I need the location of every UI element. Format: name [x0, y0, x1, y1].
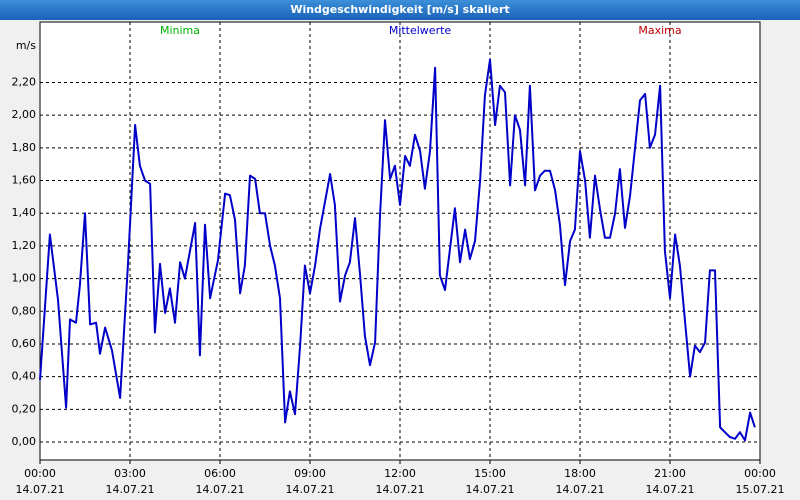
x-tick-label: 14.07.21 [556, 483, 605, 496]
title-bar [0, 0, 800, 20]
x-tick-label: 18:00 [564, 467, 596, 480]
chart-title: Windgeschwindigkeit [m/s] skaliert [290, 3, 509, 16]
x-tick-label: 09:00 [294, 467, 326, 480]
x-tick-label: 15.07.21 [736, 483, 785, 496]
x-tick-label: 14.07.21 [466, 483, 515, 496]
x-tick-label: 00:00 [24, 467, 56, 480]
y-axis-label: m/s [16, 39, 36, 52]
x-tick-label: 15:00 [474, 467, 506, 480]
x-tick-label: 14.07.21 [376, 483, 425, 496]
legend-entry: Mittelwerte [389, 24, 452, 37]
y-tick-label: 1,40 [12, 206, 37, 219]
y-tick-label: 1,00 [12, 272, 37, 285]
y-tick-label: 0,20 [12, 402, 37, 415]
x-tick-label: 14.07.21 [16, 483, 65, 496]
legend-entry: Minima [160, 24, 200, 37]
y-tick-label: 1,80 [12, 141, 37, 154]
y-tick-label: 0,60 [12, 337, 37, 350]
y-tick-label: 0,40 [12, 370, 37, 383]
x-tick-label: 03:00 [114, 467, 146, 480]
legend-entry: Maxima [638, 24, 681, 37]
x-tick-label: 00:00 [744, 467, 776, 480]
y-tick-label: 0,00 [12, 435, 37, 448]
y-tick-label: 0,80 [12, 304, 37, 317]
x-tick-label: 14.07.21 [286, 483, 335, 496]
data-line [39, 58, 756, 442]
x-tick-label: 14.07.21 [646, 483, 695, 496]
y-tick-label: 1,60 [12, 174, 37, 187]
y-tick-label: 1,20 [12, 239, 37, 252]
x-tick-label: 06:00 [204, 467, 236, 480]
x-tick-label: 21:00 [654, 467, 686, 480]
x-tick-label: 12:00 [384, 467, 416, 480]
y-tick-label: 2,00 [12, 108, 37, 121]
x-tick-label: 14.07.21 [196, 483, 245, 496]
x-tick-label: 14.07.21 [106, 483, 155, 496]
y-tick-label: 2,20 [12, 75, 37, 88]
